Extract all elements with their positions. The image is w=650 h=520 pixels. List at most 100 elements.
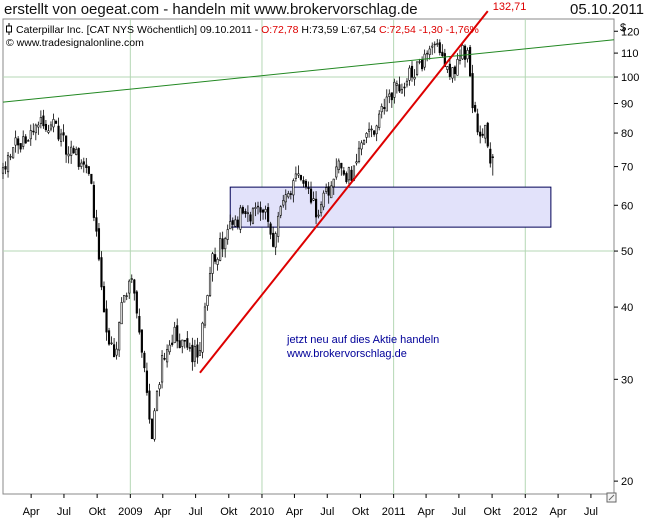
candle	[373, 130, 376, 137]
candle	[433, 41, 436, 54]
candle	[191, 337, 194, 371]
x-tick-label: Okt	[89, 506, 106, 518]
y-tick-label: 50	[621, 246, 633, 258]
candle	[236, 216, 239, 230]
candle	[150, 418, 154, 440]
candle	[171, 334, 174, 347]
candle	[456, 53, 459, 76]
candle	[62, 124, 65, 142]
candle	[181, 339, 184, 354]
x-tick-label: Okt	[484, 506, 501, 518]
candle	[289, 190, 292, 200]
x-tick-label: 2009	[118, 506, 142, 518]
candle	[17, 136, 20, 154]
candle	[403, 82, 406, 97]
candle	[113, 338, 116, 358]
candle	[441, 44, 444, 58]
candle	[390, 92, 393, 108]
candle	[345, 171, 348, 184]
candle	[431, 42, 434, 55]
x-tick-label: Jul	[452, 506, 466, 518]
candle	[29, 124, 32, 146]
x-axis: Apr Jul Okt 2009 Apr Jul Okt 2010 Apr Jul Okt 2011 A…	[23, 494, 598, 518]
zone-rectangle	[229, 186, 552, 228]
candle	[330, 181, 333, 199]
candle	[102, 281, 106, 313]
candle	[9, 153, 12, 161]
candle	[234, 215, 237, 227]
candle	[350, 166, 353, 183]
candle	[14, 130, 17, 153]
x-tick-label: Jul	[189, 506, 203, 518]
candle	[19, 143, 22, 153]
candle	[208, 266, 212, 298]
candle	[302, 176, 305, 188]
candle	[413, 69, 416, 86]
gridlines	[3, 19, 614, 494]
x-tick-label: 2010	[250, 506, 274, 518]
candle	[206, 294, 209, 311]
candle	[82, 157, 85, 173]
candle	[320, 201, 323, 217]
candle	[463, 44, 467, 68]
candle	[42, 109, 45, 129]
candle	[378, 110, 381, 131]
candle	[279, 205, 282, 219]
candle	[337, 158, 340, 174]
candle	[105, 300, 108, 341]
candle	[224, 236, 227, 258]
candle	[95, 209, 98, 237]
candle	[32, 123, 35, 136]
candle	[97, 223, 101, 262]
candle	[469, 44, 472, 77]
candle	[201, 321, 204, 359]
candle	[59, 128, 63, 147]
candle	[428, 45, 431, 60]
candle	[284, 189, 287, 210]
candle	[370, 125, 373, 138]
candle	[87, 165, 90, 176]
candlesticks	[1, 39, 494, 442]
candle	[148, 383, 151, 424]
candle	[360, 140, 363, 156]
candle	[277, 211, 280, 243]
candle	[410, 61, 414, 82]
y-axis-unit: $	[620, 22, 626, 34]
header-date: 05.10.2011	[570, 1, 644, 18]
candle	[251, 207, 255, 225]
candle	[80, 159, 83, 170]
candle	[22, 130, 25, 150]
candle	[221, 231, 224, 258]
candle	[246, 205, 249, 223]
candle	[211, 251, 214, 282]
instrument-name: Caterpillar Inc. [CAT NYS Wöchentlich] 0…	[16, 24, 261, 36]
y-tick-label: 90	[621, 98, 633, 110]
y-tick-label: 20	[621, 476, 633, 488]
candle	[269, 221, 272, 240]
candle	[153, 408, 156, 442]
candle	[216, 257, 219, 271]
candle	[380, 103, 383, 119]
candle	[317, 209, 320, 219]
candle	[65, 135, 68, 163]
y-tick-label: 80	[621, 128, 633, 140]
source-credit: © www.tradesignalonline.com	[6, 37, 144, 49]
candle	[173, 321, 176, 344]
candle	[474, 101, 477, 113]
candle	[75, 146, 78, 156]
x-tick-label: Jul	[584, 506, 598, 518]
candle	[335, 158, 338, 180]
resize-grip-icon[interactable]	[606, 492, 617, 503]
candle	[90, 173, 93, 185]
y-tick-label: 120	[621, 26, 639, 38]
annotation-line-1: jetzt neu auf dies Aktie handeln	[286, 334, 439, 346]
candle	[471, 64, 474, 114]
candle	[304, 179, 308, 190]
candle	[282, 194, 285, 208]
candle	[130, 274, 133, 283]
candle	[436, 39, 439, 47]
candle	[77, 147, 80, 170]
candle	[461, 42, 464, 60]
candle	[292, 178, 295, 203]
